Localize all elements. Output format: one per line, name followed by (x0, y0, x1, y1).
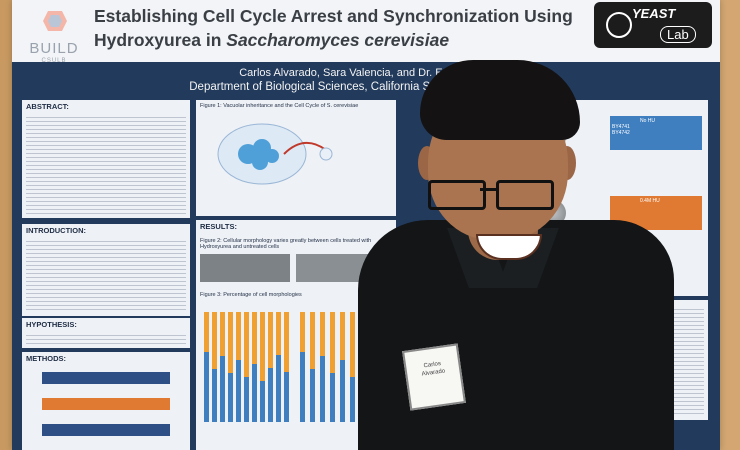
wall-right (716, 0, 740, 450)
morphology-bar-blue (340, 360, 345, 422)
table1-col1: No HU (640, 118, 656, 124)
morphology-bar-orange (350, 312, 355, 377)
morphology-bar-orange (260, 312, 265, 381)
morphology-bar-orange (212, 312, 217, 369)
wall-left (0, 0, 14, 450)
authors-line: Carlos Alvarado, Sara Valencia, and Dr. … (239, 67, 493, 79)
morphology-bar-orange (310, 312, 315, 369)
figure3-caption: Figure 3: Percentage of cell morphologie… (200, 292, 302, 298)
morphology-bar-blue (330, 373, 335, 422)
vacuole-diagram (217, 123, 333, 185)
morphology-bar-blue (276, 355, 281, 422)
morphology-bar-chart-1 (204, 312, 294, 422)
morphology-bar-blue (310, 369, 315, 422)
hypothesis-panel: HYPOTHESIS: (22, 318, 190, 348)
hexagon-logo-icon (43, 11, 67, 31)
name-badge: Carlos Alvarado (402, 343, 466, 411)
morphology-bar-blue (244, 377, 249, 422)
morphology-bar-blue (320, 356, 325, 422)
yeast-lab-logo: YEAST Lab (594, 2, 712, 48)
morphology-bar-blue (260, 381, 265, 422)
method-step-1 (42, 372, 170, 384)
morphology-bar-orange (204, 312, 209, 352)
morphology-bar-blue (350, 377, 355, 422)
abstract-text (26, 114, 186, 214)
morphology-bar-orange (220, 312, 225, 356)
morphology-bar-blue (204, 352, 209, 422)
introduction-text (26, 238, 186, 312)
badge-text: Carlos Alvarado (406, 358, 460, 381)
lab-ring-icon (606, 12, 632, 38)
method-step-3 (42, 424, 170, 436)
morphology-bar-orange (330, 312, 335, 373)
abstract-heading: ABSTRACT: (26, 102, 69, 111)
build-logo-subtext: CSULB (41, 58, 67, 64)
results-heading: RESULTS: (200, 222, 237, 231)
morphology-bar-blue (268, 368, 273, 422)
morphology-bar-orange (340, 312, 345, 360)
glasses-bridge (480, 188, 496, 191)
poster-title: Establishing Cell Cycle Arrest and Synch… (94, 4, 614, 52)
introduction-heading: INTRODUCTION: (26, 226, 86, 235)
morphology-bar-blue (284, 372, 289, 422)
figure2-caption: Figure 2: Cellular morphology varies gre… (200, 238, 372, 250)
method-step-2 (42, 398, 170, 410)
table1-row1: BY4741 (612, 124, 630, 130)
table2-col2: 0.4M HU (640, 198, 660, 204)
morphology-bar-blue (228, 373, 233, 422)
figure1-caption: Figure 1: Vacuolar inheritance and the C… (200, 103, 359, 109)
glasses-icon (428, 180, 568, 210)
morphology-bar-blue (236, 360, 241, 422)
presenter: Carlos Alvarado (358, 60, 678, 450)
morphology-bar-blue (252, 364, 257, 422)
methods-heading: METHODS: (26, 354, 66, 363)
morphology-bar-orange (276, 312, 281, 355)
abstract-panel: ABSTRACT: (22, 100, 190, 218)
morphology-bar-blue (212, 369, 217, 422)
lab-logo-top: YEAST (632, 6, 676, 21)
morphology-bar-orange (268, 312, 273, 368)
micrograph-1 (200, 254, 290, 282)
hypothesis-heading: HYPOTHESIS: (26, 320, 77, 329)
morphology-bar-orange (252, 312, 257, 364)
lab-logo-bottom: Lab (660, 26, 696, 43)
glasses-lens-right (496, 180, 554, 210)
morphology-bar-orange (284, 312, 289, 372)
methods-panel: METHODS: (22, 352, 190, 450)
title-species: Saccharomyces cerevisiae (226, 30, 450, 50)
table1-row2: BY4742 (612, 130, 630, 136)
hypothesis-text (26, 332, 186, 344)
poster-title-line2: Hydroxyurea in Saccharomyces cerevisiae (94, 28, 614, 52)
morphology-bar-orange (236, 312, 241, 360)
figure1-panel: Figure 1: Vacuolar inheritance and the C… (196, 100, 396, 216)
morphology-bar-blue (300, 352, 305, 422)
introduction-panel: INTRODUCTION: (22, 224, 190, 316)
colony-table-1: No HU BY4741 BY4742 (610, 116, 702, 150)
morphology-bar-orange (228, 312, 233, 373)
glasses-lens-left (428, 180, 486, 210)
title-prefix: Hydroxyurea in (94, 30, 227, 50)
morphology-bar-blue (220, 356, 225, 422)
build-logo: BUILD CSULB (24, 6, 84, 66)
morphology-bar-orange (300, 312, 305, 352)
poster-title-line1: Establishing Cell Cycle Arrest and Synch… (94, 6, 573, 26)
hair (420, 60, 580, 140)
build-logo-text: BUILD (29, 40, 79, 57)
morphology-bar-orange (320, 312, 325, 356)
morphology-bar-orange (244, 312, 249, 377)
